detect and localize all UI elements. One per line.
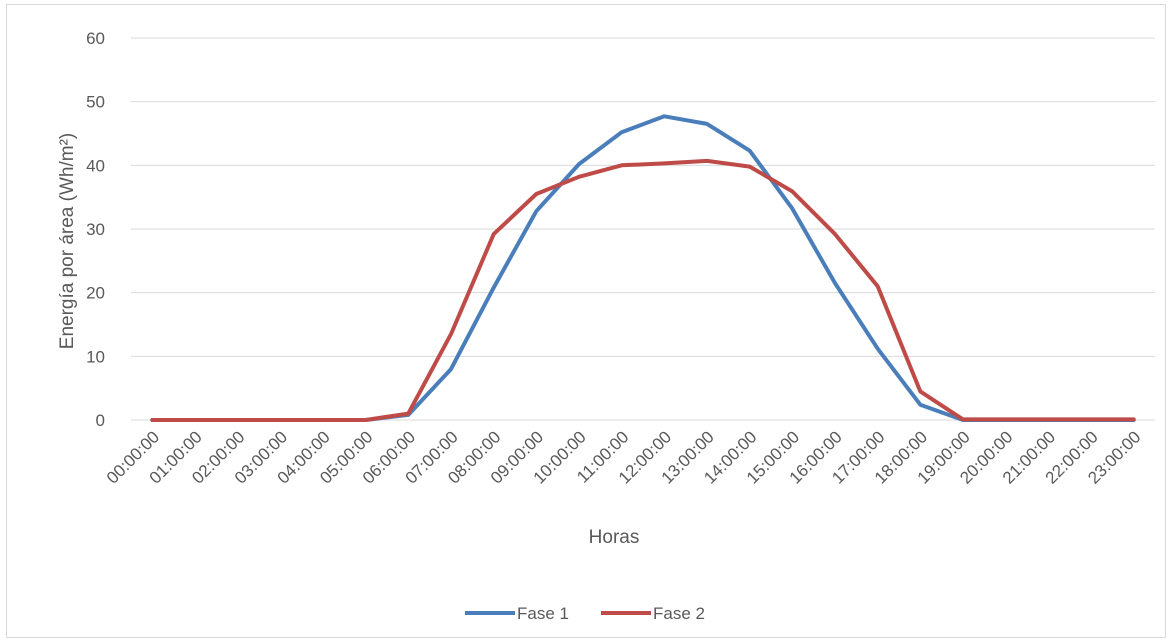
series-line-2 [150,158,1136,422]
series-line-1 [150,114,1136,422]
series-lines [150,114,1136,422]
y-tick-label: 30 [86,220,105,239]
y-tick-label: 50 [86,93,105,112]
x-axis-ticks: 00:00:0001:00:0002:00:0003:00:0004:00:00… [103,427,1145,487]
y-axis-title: Energía por área (Wh/m²) [57,133,78,349]
legend: Fase 1 Fase 2 [465,604,705,623]
y-tick-label: 20 [86,284,105,303]
y-tick-label: 10 [86,347,105,366]
y-axis-ticks: 0 10 20 30 40 50 60 [86,29,105,430]
y-tick-label: 40 [86,156,105,175]
legend-label: Fase 1 [517,604,569,623]
line-chart: 0 10 20 30 40 50 60 00:00:0001:00:0002:00:0003… [57,29,1155,623]
chart-frame: 0 10 20 30 40 50 60 00:00:00 01:00:00 02:00:00 03… [6,4,1166,638]
x-axis-title: Horas [589,527,640,548]
y-tick-label: 60 [86,29,105,48]
legend-label: Fase 2 [653,604,705,623]
y-tick-label: 0 [96,411,105,430]
gridlines [131,37,1155,421]
